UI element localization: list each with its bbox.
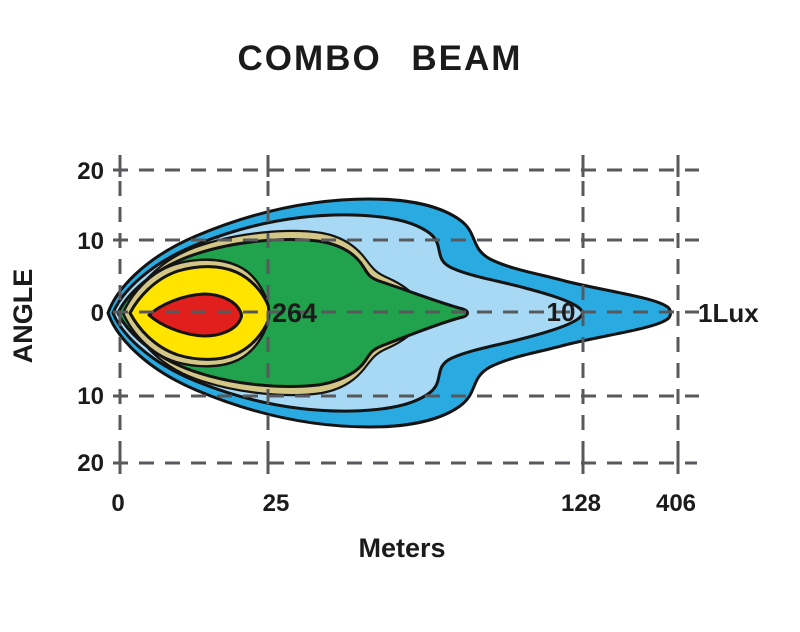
- gridlines: [113, 155, 699, 474]
- y-tick-20-top: 20: [77, 158, 104, 185]
- dashed-grid: [113, 155, 699, 474]
- y-axis: 20 10 0 10 20 ANGLE: [8, 158, 104, 477]
- label-1-lux: 1Lux: [698, 298, 759, 328]
- tick-marks: [113, 163, 680, 470]
- beam-value-labels: 264 10 1Lux: [272, 297, 759, 328]
- y-tick-10-top: 10: [77, 228, 104, 255]
- y-tick-10-bottom: 10: [77, 383, 104, 410]
- chart-title: COMBO BEAM: [238, 39, 523, 78]
- contour-hotspot-red: [147, 292, 243, 338]
- tick-left-column: [113, 168, 127, 465]
- x-tick-128: 128: [561, 490, 601, 517]
- x-axis: 0 25 128 406 Meters: [111, 490, 696, 563]
- label-10-lux: 10: [547, 297, 576, 327]
- y-tick-20-bottom: 20: [77, 450, 104, 477]
- label-264-lux: 264: [272, 298, 317, 328]
- y-axis-title: ANGLE: [8, 269, 38, 364]
- x-tick-25: 25: [263, 490, 290, 517]
- x-tick-406: 406: [656, 490, 696, 517]
- x-tick-0: 0: [111, 490, 124, 517]
- y-tick-0: 0: [91, 300, 104, 327]
- x-axis-title: Meters: [358, 533, 445, 563]
